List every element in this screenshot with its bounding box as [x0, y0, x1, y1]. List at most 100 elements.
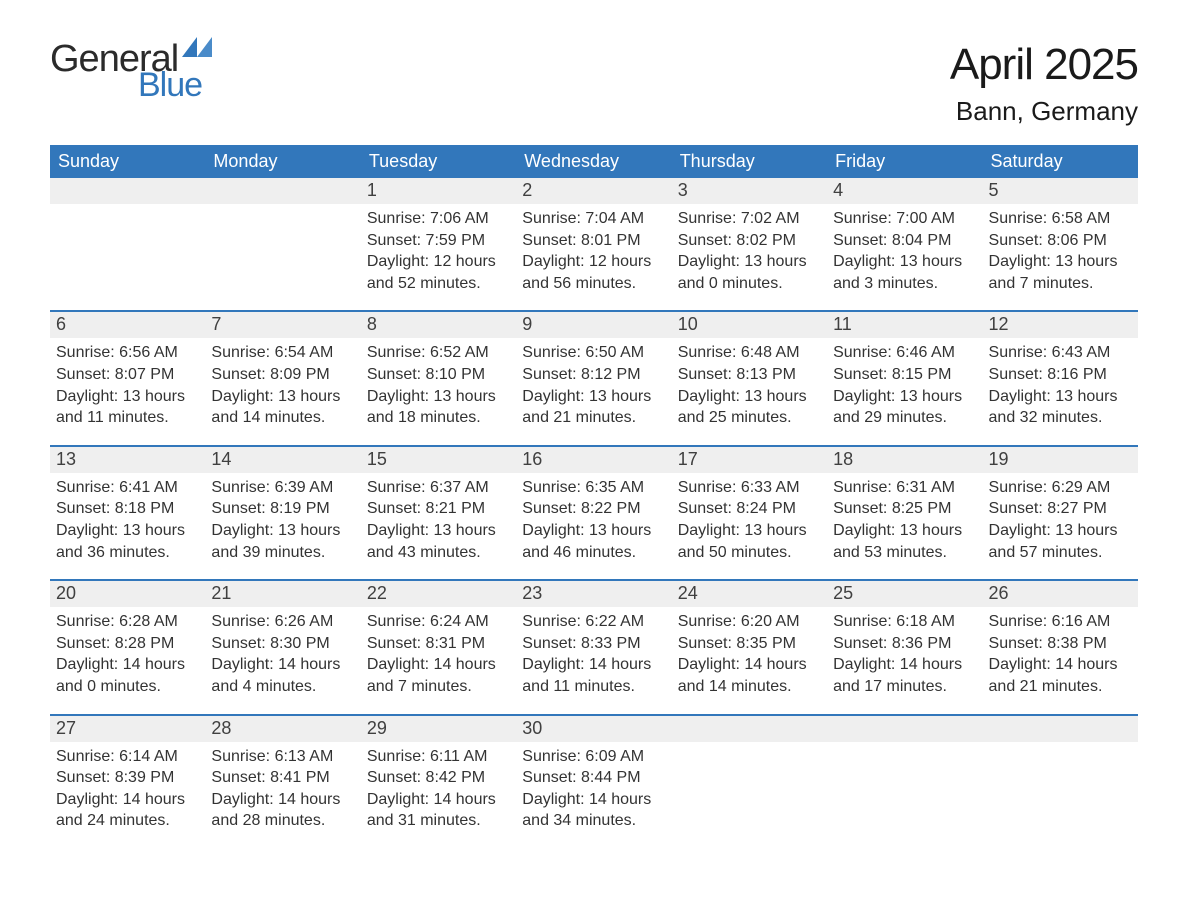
sunrise-text: Sunrise: 6:54 AM [211, 342, 354, 364]
sunset-text: Sunset: 8:33 PM [522, 633, 665, 655]
weekday-header: Friday [827, 145, 982, 178]
day-number: 14 [205, 447, 360, 473]
sunrise-text: Sunrise: 6:11 AM [367, 746, 510, 768]
daylight-text: Daylight: 12 hours and 56 minutes. [522, 251, 665, 294]
day-data: Sunrise: 7:02 AMSunset: 8:02 PMDaylight:… [672, 204, 827, 310]
sunrise-text: Sunrise: 6:26 AM [211, 611, 354, 633]
day-data: Sunrise: 6:26 AMSunset: 8:30 PMDaylight:… [205, 607, 360, 713]
weekday-header: Monday [205, 145, 360, 178]
empty-day-number [672, 716, 827, 742]
day-data: Sunrise: 7:00 AMSunset: 8:04 PMDaylight:… [827, 204, 982, 310]
daylight-text: Daylight: 14 hours and 17 minutes. [833, 654, 976, 697]
calendar-day-cell: 29Sunrise: 6:11 AMSunset: 8:42 PMDayligh… [361, 715, 516, 848]
day-number: 27 [50, 716, 205, 742]
calendar-day-cell: 16Sunrise: 6:35 AMSunset: 8:22 PMDayligh… [516, 446, 671, 580]
weekday-header: Sunday [50, 145, 205, 178]
daylight-text: Daylight: 13 hours and 7 minutes. [989, 251, 1132, 294]
day-data: Sunrise: 6:14 AMSunset: 8:39 PMDaylight:… [50, 742, 205, 848]
sunset-text: Sunset: 8:27 PM [989, 498, 1132, 520]
calendar-day-cell [50, 178, 205, 311]
day-data: Sunrise: 6:52 AMSunset: 8:10 PMDaylight:… [361, 338, 516, 444]
sunset-text: Sunset: 8:13 PM [678, 364, 821, 386]
daylight-text: Daylight: 13 hours and 36 minutes. [56, 520, 199, 563]
sunset-text: Sunset: 8:04 PM [833, 230, 976, 252]
sunrise-text: Sunrise: 7:06 AM [367, 208, 510, 230]
sunset-text: Sunset: 8:24 PM [678, 498, 821, 520]
calendar-day-cell: 15Sunrise: 6:37 AMSunset: 8:21 PMDayligh… [361, 446, 516, 580]
calendar-day-cell: 3Sunrise: 7:02 AMSunset: 8:02 PMDaylight… [672, 178, 827, 311]
day-data: Sunrise: 6:58 AMSunset: 8:06 PMDaylight:… [983, 204, 1138, 310]
daylight-text: Daylight: 13 hours and 43 minutes. [367, 520, 510, 563]
daylight-text: Daylight: 13 hours and 11 minutes. [56, 386, 199, 429]
day-number: 16 [516, 447, 671, 473]
sunset-text: Sunset: 8:10 PM [367, 364, 510, 386]
daylight-text: Daylight: 13 hours and 53 minutes. [833, 520, 976, 563]
calendar-day-cell: 17Sunrise: 6:33 AMSunset: 8:24 PMDayligh… [672, 446, 827, 580]
day-data: Sunrise: 6:48 AMSunset: 8:13 PMDaylight:… [672, 338, 827, 444]
day-number: 22 [361, 581, 516, 607]
sunrise-text: Sunrise: 7:02 AM [678, 208, 821, 230]
day-number: 17 [672, 447, 827, 473]
header: General Blue April 2025 Bann, Germany [50, 40, 1138, 127]
day-number: 24 [672, 581, 827, 607]
daylight-text: Daylight: 13 hours and 46 minutes. [522, 520, 665, 563]
day-number: 25 [827, 581, 982, 607]
logo-triangle-icon [182, 37, 212, 61]
sunset-text: Sunset: 8:16 PM [989, 364, 1132, 386]
day-number: 4 [827, 178, 982, 204]
day-number: 2 [516, 178, 671, 204]
day-number: 8 [361, 312, 516, 338]
daylight-text: Daylight: 13 hours and 18 minutes. [367, 386, 510, 429]
weekday-header: Thursday [672, 145, 827, 178]
calendar-day-cell: 23Sunrise: 6:22 AMSunset: 8:33 PMDayligh… [516, 580, 671, 714]
day-number: 18 [827, 447, 982, 473]
sunrise-text: Sunrise: 6:18 AM [833, 611, 976, 633]
sunrise-text: Sunrise: 6:50 AM [522, 342, 665, 364]
day-data: Sunrise: 6:16 AMSunset: 8:38 PMDaylight:… [983, 607, 1138, 713]
daylight-text: Daylight: 14 hours and 7 minutes. [367, 654, 510, 697]
sunrise-text: Sunrise: 6:48 AM [678, 342, 821, 364]
weekday-header: Saturday [983, 145, 1138, 178]
calendar-day-cell: 9Sunrise: 6:50 AMSunset: 8:12 PMDaylight… [516, 311, 671, 445]
day-data: Sunrise: 6:56 AMSunset: 8:07 PMDaylight:… [50, 338, 205, 444]
calendar-day-cell: 1Sunrise: 7:06 AMSunset: 7:59 PMDaylight… [361, 178, 516, 311]
calendar-day-cell: 20Sunrise: 6:28 AMSunset: 8:28 PMDayligh… [50, 580, 205, 714]
sunrise-text: Sunrise: 6:29 AM [989, 477, 1132, 499]
calendar-day-cell: 13Sunrise: 6:41 AMSunset: 8:18 PMDayligh… [50, 446, 205, 580]
sunset-text: Sunset: 8:35 PM [678, 633, 821, 655]
calendar-day-cell: 10Sunrise: 6:48 AMSunset: 8:13 PMDayligh… [672, 311, 827, 445]
calendar-week-row: 27Sunrise: 6:14 AMSunset: 8:39 PMDayligh… [50, 715, 1138, 848]
sunset-text: Sunset: 8:28 PM [56, 633, 199, 655]
day-number: 3 [672, 178, 827, 204]
empty-day-number [205, 178, 360, 204]
sunrise-text: Sunrise: 6:39 AM [211, 477, 354, 499]
day-number: 12 [983, 312, 1138, 338]
sunrise-text: Sunrise: 6:14 AM [56, 746, 199, 768]
sunrise-text: Sunrise: 6:58 AM [989, 208, 1132, 230]
sunrise-text: Sunrise: 6:46 AM [833, 342, 976, 364]
sunset-text: Sunset: 8:25 PM [833, 498, 976, 520]
calendar-day-cell: 24Sunrise: 6:20 AMSunset: 8:35 PMDayligh… [672, 580, 827, 714]
month-title: April 2025 [950, 40, 1138, 90]
sunrise-text: Sunrise: 6:28 AM [56, 611, 199, 633]
daylight-text: Daylight: 13 hours and 21 minutes. [522, 386, 665, 429]
calendar-day-cell: 5Sunrise: 6:58 AMSunset: 8:06 PMDaylight… [983, 178, 1138, 311]
sunset-text: Sunset: 8:41 PM [211, 767, 354, 789]
daylight-text: Daylight: 14 hours and 34 minutes. [522, 789, 665, 832]
daylight-text: Daylight: 13 hours and 25 minutes. [678, 386, 821, 429]
calendar-day-cell: 30Sunrise: 6:09 AMSunset: 8:44 PMDayligh… [516, 715, 671, 848]
logo-text-blue: Blue [138, 68, 212, 102]
day-number: 19 [983, 447, 1138, 473]
sunrise-text: Sunrise: 6:13 AM [211, 746, 354, 768]
daylight-text: Daylight: 13 hours and 32 minutes. [989, 386, 1132, 429]
day-data: Sunrise: 6:29 AMSunset: 8:27 PMDaylight:… [983, 473, 1138, 579]
sunrise-text: Sunrise: 6:37 AM [367, 477, 510, 499]
sunset-text: Sunset: 8:42 PM [367, 767, 510, 789]
calendar-week-row: 6Sunrise: 6:56 AMSunset: 8:07 PMDaylight… [50, 311, 1138, 445]
calendar-day-cell: 4Sunrise: 7:00 AMSunset: 8:04 PMDaylight… [827, 178, 982, 311]
calendar-day-cell [827, 715, 982, 848]
sunset-text: Sunset: 8:07 PM [56, 364, 199, 386]
day-data: Sunrise: 6:24 AMSunset: 8:31 PMDaylight:… [361, 607, 516, 713]
daylight-text: Daylight: 14 hours and 21 minutes. [989, 654, 1132, 697]
day-data: Sunrise: 6:54 AMSunset: 8:09 PMDaylight:… [205, 338, 360, 444]
